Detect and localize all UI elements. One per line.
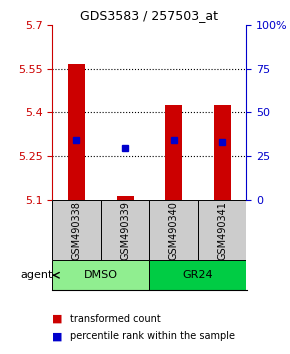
Text: percentile rank within the sample: percentile rank within the sample xyxy=(70,331,235,341)
Bar xyxy=(68,64,85,200)
FancyBboxPatch shape xyxy=(198,200,246,260)
Bar xyxy=(117,196,134,200)
FancyBboxPatch shape xyxy=(101,200,149,260)
Text: GSM490340: GSM490340 xyxy=(169,201,179,259)
Text: GSM490339: GSM490339 xyxy=(120,201,130,259)
Text: GSM490341: GSM490341 xyxy=(217,201,227,259)
Text: ■: ■ xyxy=(52,314,63,324)
Text: GR24: GR24 xyxy=(183,270,213,280)
Title: GDS3583 / 257503_at: GDS3583 / 257503_at xyxy=(80,9,218,22)
Bar xyxy=(165,105,182,200)
Text: GSM490338: GSM490338 xyxy=(72,201,81,259)
FancyBboxPatch shape xyxy=(149,260,246,290)
FancyBboxPatch shape xyxy=(149,200,198,260)
Text: DMSO: DMSO xyxy=(84,270,118,280)
Text: agent: agent xyxy=(21,270,53,280)
FancyBboxPatch shape xyxy=(52,260,149,290)
Text: transformed count: transformed count xyxy=(70,314,160,324)
FancyBboxPatch shape xyxy=(52,200,101,260)
Text: ■: ■ xyxy=(52,331,63,341)
Bar xyxy=(214,105,231,200)
